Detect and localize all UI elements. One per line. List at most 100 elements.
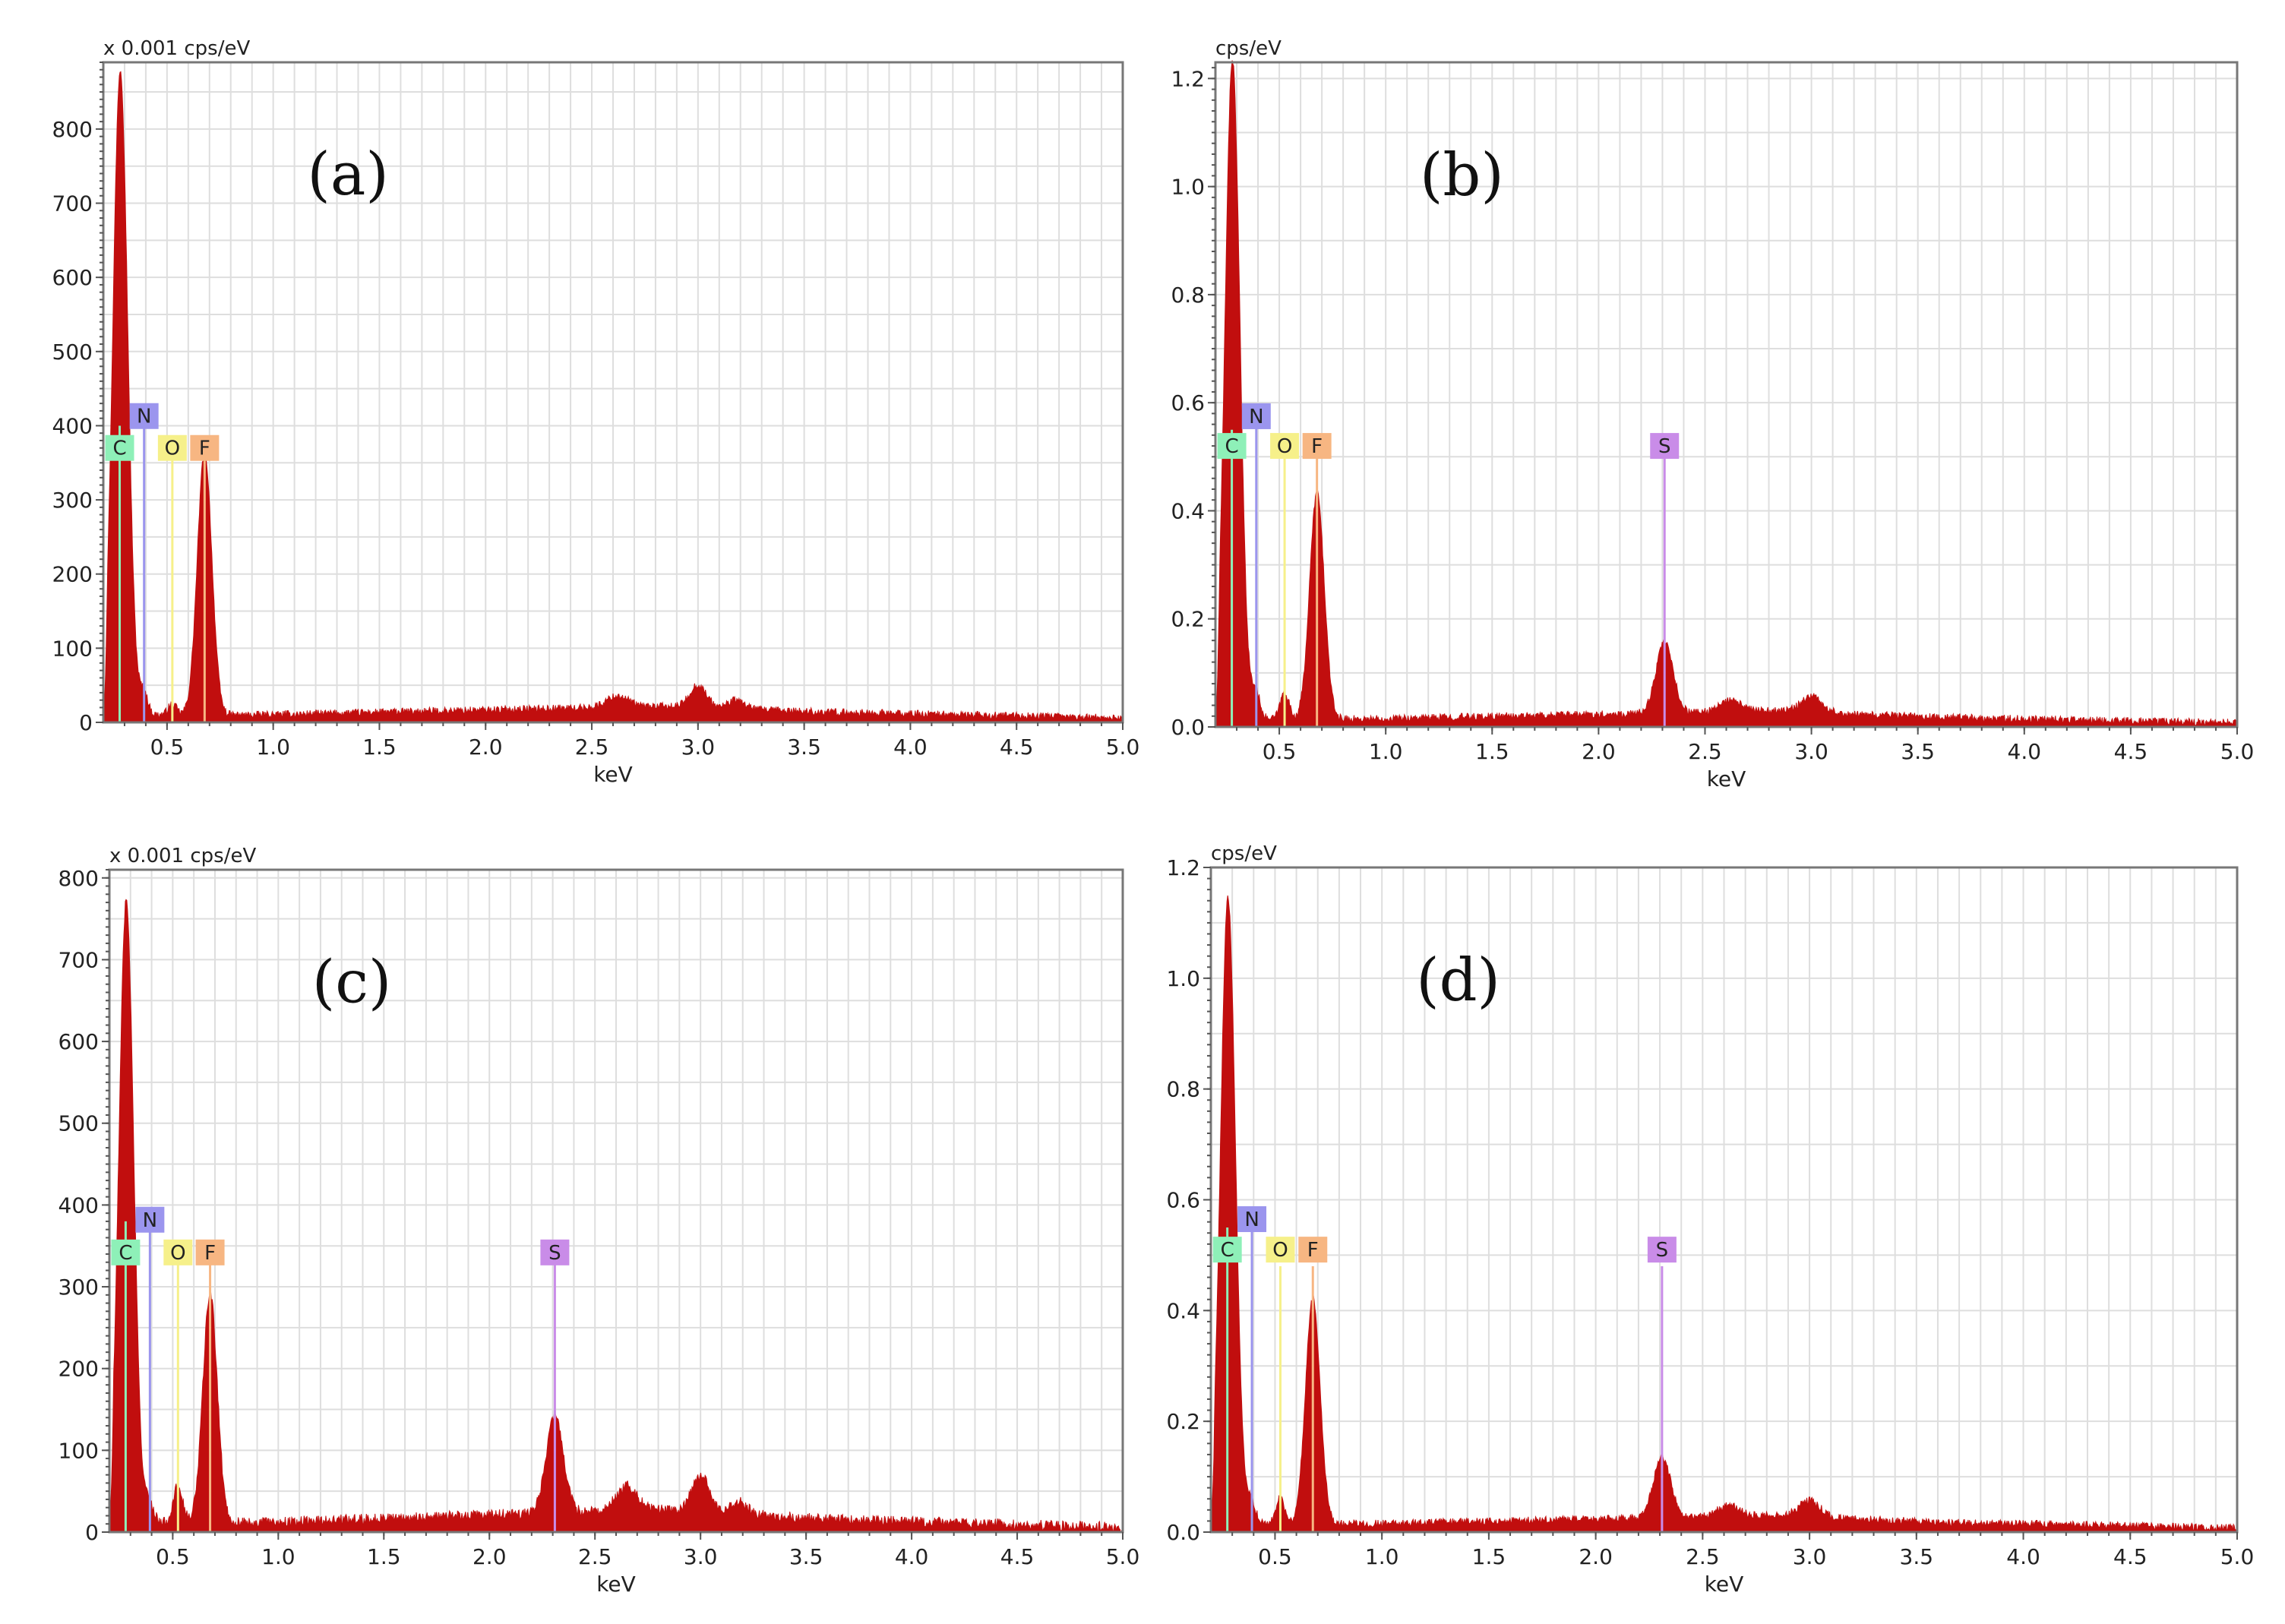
- element-badge-C: [1217, 433, 1247, 460]
- x-axis-label: keV: [596, 1572, 636, 1597]
- element-label-F: F: [204, 1242, 216, 1265]
- element-label-O: O: [1277, 435, 1292, 458]
- element-label-N: N: [1244, 1209, 1259, 1231]
- x-tick-label: 1.0: [256, 735, 290, 760]
- y-unit-label: cps/eV: [1215, 37, 1282, 60]
- y-unit-label: x 0.001 cps/eV: [103, 37, 250, 60]
- element-label-S: S: [1656, 1239, 1669, 1262]
- element-label-O: O: [170, 1242, 185, 1265]
- x-tick-label: 2.5: [1686, 1544, 1720, 1569]
- x-tick-label: 4.5: [1000, 735, 1034, 760]
- y-tick-label: 0.8: [1171, 283, 1205, 308]
- element-badge-O: [163, 1239, 193, 1265]
- y-tick-label: 500: [52, 340, 93, 365]
- x-tick-label: 2.0: [1582, 739, 1616, 764]
- x-tick-label: 1.5: [1472, 1544, 1506, 1569]
- y-tick-label: 0.4: [1171, 498, 1205, 523]
- x-tick-label: 5.0: [2220, 739, 2255, 764]
- x-tick-label: 0.5: [1258, 1544, 1292, 1569]
- y-tick-label: 0: [79, 710, 93, 735]
- grid-lines: [109, 870, 1123, 1532]
- element-badge-N: [129, 403, 159, 429]
- grid-lines: [1215, 62, 2237, 727]
- spectrum-panel-3: CNO F S 0 100 200 300 400 500 600 700 800 0.5 1.0 1.5 2…: [58, 845, 1140, 1597]
- element-badge-C: [1212, 1237, 1242, 1263]
- x-tick-label: 2.0: [1579, 1544, 1613, 1569]
- y-tick-label: 500: [58, 1111, 99, 1136]
- panel-label: (a): [307, 141, 388, 209]
- element-badge-F: [1298, 1237, 1328, 1263]
- y-tick-label: 1.0: [1171, 175, 1205, 200]
- x-tick-label: 0.5: [156, 1544, 190, 1569]
- x-tick-label: 1.0: [1369, 739, 1403, 764]
- y-tick-label: 0.2: [1171, 607, 1205, 632]
- y-tick-label: 0.6: [1166, 1188, 1200, 1213]
- x-tick-label: 3.0: [681, 735, 716, 760]
- x-axis-label: keV: [593, 762, 633, 787]
- element-label-C: C: [1225, 435, 1238, 458]
- x-tick-label: 3.5: [1900, 1544, 1934, 1569]
- element-badge-S: [1647, 1237, 1677, 1263]
- x-tick-label: 3.5: [789, 1544, 823, 1569]
- element-badge-F: [195, 1239, 225, 1265]
- x-tick-label: 5.0: [1106, 1544, 1140, 1569]
- grid-lines: [103, 62, 1123, 722]
- y-tick-label: 0.4: [1166, 1298, 1200, 1323]
- element-label-S: S: [1658, 435, 1671, 458]
- element-label-C: C: [119, 1242, 132, 1265]
- x-tick-label: 1.5: [1475, 739, 1509, 764]
- y-tick-label: 400: [58, 1193, 99, 1218]
- element-badge-O: [1270, 433, 1300, 460]
- y-tick-label: 800: [58, 866, 99, 891]
- y-tick-label: 0.8: [1166, 1077, 1200, 1102]
- element-badge-O: [157, 434, 187, 461]
- x-tick-label: 4.5: [2113, 1544, 2148, 1569]
- y-tick-label: 0.0: [1171, 715, 1205, 740]
- y-tick-label: 0.6: [1171, 390, 1205, 415]
- y-tick-label: 700: [58, 947, 99, 972]
- y-unit-label: cps/eV: [1211, 842, 1277, 865]
- x-tick-label: 1.5: [362, 735, 397, 760]
- panel-label: (d): [1416, 946, 1500, 1015]
- y-tick-label: 600: [58, 1029, 99, 1054]
- y-tick-label: 1.2: [1171, 66, 1205, 91]
- y-tick-label: 300: [58, 1275, 99, 1300]
- x-tick-label: 3.0: [1793, 1544, 1827, 1569]
- x-tick-label: 3.5: [787, 735, 821, 760]
- element-label-O: O: [165, 438, 180, 460]
- x-tick-label: 5.0: [2220, 1544, 2255, 1569]
- x-tick-label: 1.0: [261, 1544, 296, 1569]
- y-tick-label: 200: [58, 1357, 99, 1382]
- element-label-O: O: [1272, 1239, 1288, 1262]
- element-badge-N: [1237, 1206, 1267, 1233]
- y-tick-label: 400: [52, 413, 93, 438]
- x-tick-label: 2.5: [575, 735, 609, 760]
- x-axis-label: keV: [1707, 766, 1746, 791]
- element-badge-F: [1302, 433, 1332, 460]
- element-badge-N: [135, 1206, 165, 1233]
- element-label-N: N: [137, 406, 151, 428]
- y-tick-label: 100: [52, 636, 93, 661]
- y-tick-label: 100: [58, 1438, 99, 1463]
- x-tick-label: 2.5: [578, 1544, 612, 1569]
- x-tick-label: 3.5: [1901, 739, 1935, 764]
- x-tick-label: 5.0: [1106, 735, 1140, 760]
- y-tick-label: 300: [52, 488, 93, 513]
- grid-lines: [1211, 867, 2237, 1532]
- y-tick-label: 200: [52, 562, 93, 587]
- element-label-F: F: [1307, 1239, 1319, 1262]
- element-label-C: C: [1221, 1239, 1234, 1262]
- x-tick-label: 1.5: [367, 1544, 401, 1569]
- x-axis-label: keV: [1705, 1572, 1744, 1597]
- element-label-S: S: [548, 1242, 561, 1265]
- element-badge-N: [1241, 403, 1271, 429]
- spectrum-panel-4: CNO F S 0.0 0.2 0.4 0.6 0.8 1.0 1.2 0.5 1.0 1.5 2.0 2.…: [1166, 842, 2254, 1597]
- element-label-F: F: [199, 438, 210, 460]
- x-tick-label: 0.5: [150, 735, 185, 760]
- x-tick-label: 4.5: [1000, 1544, 1035, 1569]
- x-tick-label: 4.0: [893, 735, 928, 760]
- panel-label: (b): [1420, 141, 1504, 210]
- y-tick-label: 0.2: [1166, 1409, 1200, 1434]
- element-label-F: F: [1311, 435, 1323, 458]
